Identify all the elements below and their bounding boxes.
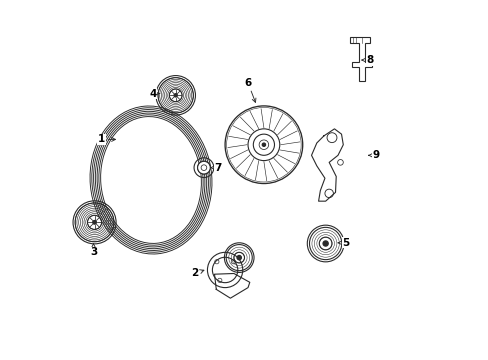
Circle shape [93,221,96,224]
Circle shape [197,161,210,174]
Text: 5: 5 [338,238,348,248]
Text: 2: 2 [191,269,203,279]
Text: 8: 8 [361,55,373,65]
Text: 1: 1 [98,134,115,144]
Text: 9: 9 [368,150,379,160]
Text: 4: 4 [149,89,160,99]
Circle shape [323,241,327,246]
Text: 6: 6 [244,78,255,102]
Text: 3: 3 [90,244,97,257]
Circle shape [262,143,265,146]
Circle shape [237,256,241,260]
Text: 7: 7 [210,163,221,173]
Circle shape [174,94,177,97]
